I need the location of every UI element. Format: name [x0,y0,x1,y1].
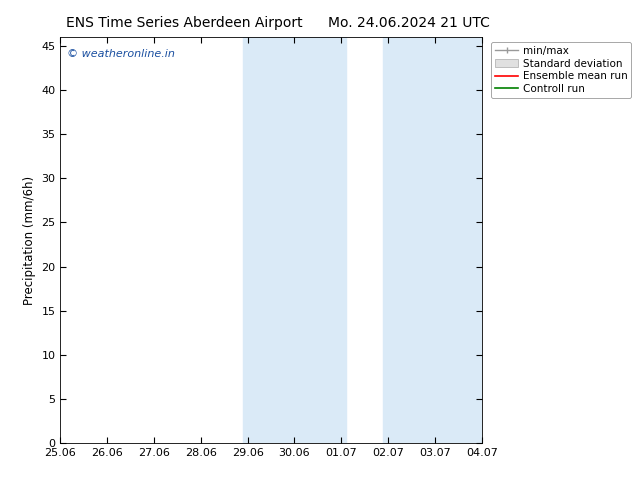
Bar [384,37,482,443]
Legend: min/max, Standard deviation, Ensemble mean run, Controll run: min/max, Standard deviation, Ensemble me… [491,42,631,98]
Text: ENS Time Series Aberdeen Airport: ENS Time Series Aberdeen Airport [65,16,302,30]
Text: Mo. 24.06.2024 21 UTC: Mo. 24.06.2024 21 UTC [328,16,490,30]
Text: © weatheronline.in: © weatheronline.in [67,49,174,59]
Y-axis label: Precipitation (mm/6h): Precipitation (mm/6h) [23,175,36,305]
Bar [243,37,346,443]
